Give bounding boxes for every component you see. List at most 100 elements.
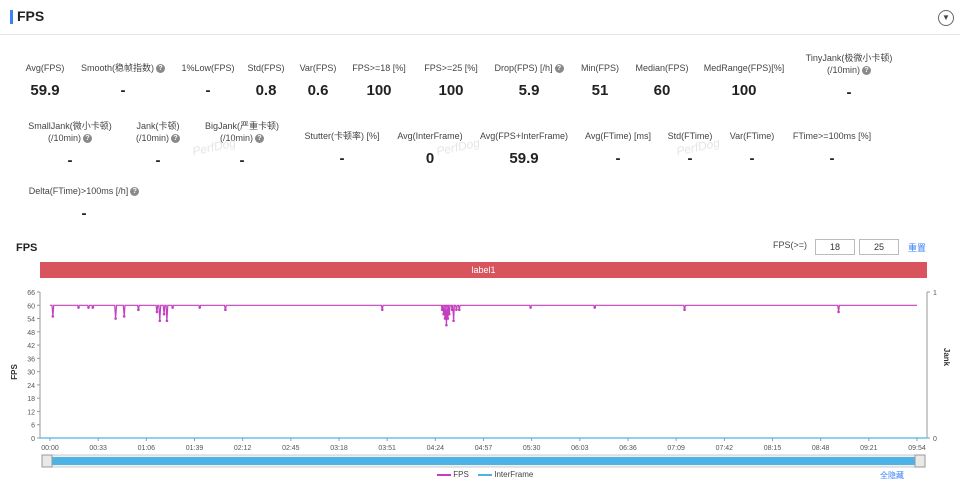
fps-threshold-input-1[interactable]: 18 (815, 239, 855, 255)
metric-item: Avg(FPS) 59.9 (0, 62, 125, 99)
x-tick-label: 07:09 (667, 445, 685, 452)
y-tick-label: 0 (31, 436, 35, 443)
metric-value: - (339, 150, 345, 167)
metric-label: Median(FPS) (635, 63, 689, 73)
metric-label: Min(FPS) (581, 63, 619, 73)
metric-label: Avg(FPS+InterFrame) (479, 131, 569, 141)
help-icon[interactable]: ? (862, 66, 871, 76)
fps-point (443, 317, 447, 320)
metric-label: Std(FPS) (247, 63, 285, 73)
metric-label: SmallJank(微小卡顿) (28, 121, 112, 131)
section-header: FPS ▼ (0, 0, 960, 35)
metric-label: Drop(FPS) [/h]? (449, 62, 609, 74)
metric-item: FPS>=18 [%] 100 (299, 62, 459, 99)
metric-label: 1%Low(FPS) (181, 63, 235, 73)
metric-item: Std(FTime) - (610, 130, 770, 167)
range-slider-handle-right[interactable] (914, 454, 926, 468)
metric-label: MedRange(FPS)[%] (703, 63, 785, 73)
metric-value: 0 (425, 150, 435, 167)
x-tick-label: 04:57 (475, 445, 493, 452)
metric-item: Avg(FPS+InterFrame) 59.9 (444, 130, 604, 167)
fps-series-line (50, 304, 917, 326)
metric-item: 1%Low(FPS) - (128, 62, 288, 99)
label-bar[interactable]: label1 (40, 262, 927, 278)
metric-value: 100 (366, 82, 392, 99)
legend-fps-label: FPS (453, 470, 469, 479)
metric-value: 59.9 (30, 82, 60, 99)
fps-threshold-input-2[interactable]: 25 (859, 239, 899, 255)
y-tick-label: 60 (27, 303, 35, 310)
fps-point (529, 306, 532, 309)
legend-interframe[interactable]: InterFrame (478, 470, 533, 479)
help-icon[interactable]: ? (554, 64, 564, 74)
x-tick-label: 09:54 (908, 445, 926, 452)
help-icon[interactable]: ? (156, 64, 165, 74)
y-tick-label: 18 (27, 396, 35, 403)
x-tick-label: 04:24 (427, 445, 445, 452)
y-axis-title: FPS (10, 364, 19, 380)
fps-point (380, 308, 384, 311)
metric-value: - (205, 82, 211, 99)
chart-title: FPS (16, 242, 38, 254)
metric-label: Var(FTime) (729, 131, 775, 141)
help-icon[interactable]: ? (171, 134, 180, 144)
fps-point (593, 306, 597, 309)
metric-item: FPS>=25 [%] 100 (371, 62, 531, 99)
metric-item: MedRange(FPS)[%] 100 (664, 62, 824, 99)
metric-item: FTime>=100ms [%] - (752, 130, 912, 167)
metric-label: Avg(FPS) (25, 63, 65, 73)
metric-label: Jank(卡顿) (136, 121, 180, 131)
metric-label: Std(FTime) (667, 131, 713, 141)
metric-value: 5.9 (518, 82, 540, 99)
section-title: FPS (17, 8, 45, 24)
fps-point (442, 312, 445, 316)
metric-label: Smooth(稳帧指数)? (43, 62, 203, 74)
metric-label: TinyJank(极微小卡顿) (805, 53, 893, 63)
help-icon[interactable]: ? (130, 187, 140, 197)
metric-value: 100 (438, 82, 464, 99)
legend-fps[interactable]: FPS (437, 470, 469, 479)
section-accent-bar (10, 10, 13, 24)
metric-item: Drop(FPS) [/h]? 5.9 (449, 62, 609, 99)
fps-point (91, 306, 95, 309)
range-slider-thumb[interactable] (52, 457, 915, 465)
fps-point (683, 308, 686, 311)
metric-label-unit: (/10min)? (162, 132, 322, 144)
legend-fps-swatch (437, 473, 451, 476)
x-tick-label: 05:30 (523, 445, 541, 452)
metric-value: - (67, 152, 73, 169)
metric-item: TinyJank(极微小卡顿) (/10min)? - (769, 52, 929, 101)
metric-value: - (846, 84, 852, 101)
x-tick-label: 01:06 (138, 445, 156, 452)
legend-interframe-swatch (478, 473, 492, 476)
fps-point (224, 308, 227, 311)
metric-item: Avg(InterFrame) 0 (350, 130, 510, 167)
fps-point (837, 310, 840, 314)
metric-label: Avg(FTime) [ms] (584, 131, 651, 141)
chevron-down-icon[interactable]: ▼ (938, 10, 954, 26)
fps-point (452, 319, 455, 323)
fps-point (455, 308, 458, 311)
metric-item: Var(FPS) 0.6 (238, 62, 398, 99)
range-slider-handle-left[interactable] (41, 454, 53, 468)
metric-item: SmallJank(微小卡顿) (/10min)? - (0, 120, 150, 169)
reset-button[interactable]: 重置 (908, 243, 927, 253)
help-icon[interactable]: ? (83, 134, 92, 144)
y-tick-label: 48 (27, 330, 35, 337)
y-tick-label: 12 (27, 409, 35, 416)
metric-value: - (239, 152, 245, 169)
metric-value: 0.8 (255, 82, 277, 99)
metric-value: 51 (591, 82, 609, 99)
fps-point (450, 308, 454, 311)
help-icon[interactable]: ? (255, 134, 264, 144)
y-tick-label: 36 (27, 356, 35, 363)
y2-tick-label: 0 (933, 436, 937, 443)
y-tick-label: 24 (27, 383, 35, 390)
x-tick-label: 09:21 (860, 445, 878, 452)
legend-interframe-label: InterFrame (494, 470, 534, 479)
x-tick-label: 03:18 (330, 445, 348, 452)
metric-value: 59.9 (509, 150, 539, 167)
metric-item: Std(FPS) 0.8 (186, 62, 346, 99)
hide-all-button[interactable]: 全隐藏 (880, 471, 904, 480)
